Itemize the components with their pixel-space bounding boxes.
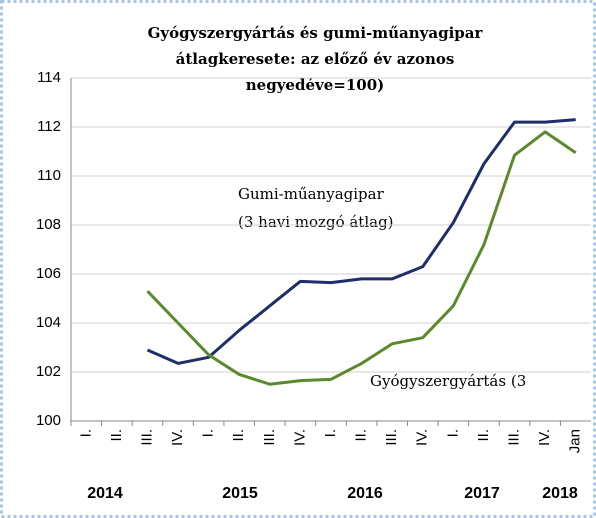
year-label: 2015 (222, 485, 258, 502)
x-tick-label: II. (353, 429, 370, 442)
x-tick-label: Jan (567, 429, 584, 453)
annotation: (3 havi mozgó átlag) (238, 213, 394, 231)
x-tick-label: IV. (291, 429, 308, 446)
annotation: Gyógyszergyártás (3 (370, 372, 526, 390)
x-tick-label: IV. (414, 429, 431, 446)
y-tick-label: 114 (37, 69, 61, 86)
x-tick-label: II. (108, 429, 125, 442)
x-tick-label: I. (322, 429, 339, 437)
series-line (146, 118, 576, 365)
x-tick-label: II. (230, 429, 247, 442)
year-label: 2016 (347, 485, 383, 502)
x-tick-label: III. (261, 429, 278, 446)
chart-title: negyedéve=100) (246, 76, 384, 94)
x-tick-label: I. (77, 429, 94, 437)
chart-title: átlagkeresete: az előző év azonos (176, 50, 455, 68)
x-tick-label: II. (475, 429, 492, 442)
year-label: 2017 (464, 485, 500, 502)
series-line (146, 130, 577, 386)
y-tick-label: 110 (37, 167, 61, 184)
x-tick-label: III. (505, 429, 522, 446)
y-tick-label: 106 (36, 265, 61, 282)
y-tick-label: 108 (36, 216, 61, 233)
year-label: 2018 (542, 485, 578, 502)
chart-title: Gyógyszergyártás és gumi-műanyagipar (148, 24, 484, 42)
x-tick-label: IV. (536, 429, 553, 446)
year-label: 2014 (87, 485, 123, 502)
x-tick-label: III. (138, 429, 155, 446)
annotation: Gumi-műanyagipar (238, 185, 385, 203)
x-tick-label: I. (444, 429, 461, 437)
x-tick-label: IV. (169, 429, 186, 446)
y-tick-label: 104 (36, 314, 61, 331)
x-tick-label: III. (383, 429, 400, 446)
x-tick-label: I. (200, 429, 217, 437)
y-tick-label: 100 (36, 412, 61, 429)
y-tick-label: 112 (37, 118, 61, 135)
y-tick-label: 102 (36, 363, 61, 380)
